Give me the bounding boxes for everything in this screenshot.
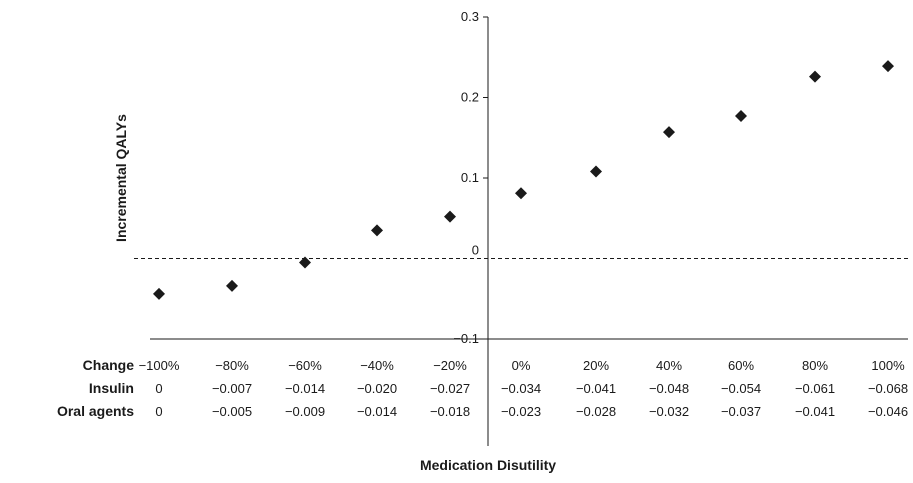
data-table: Change −100% −80% −60% −40% −20% 0% 20% 40% 60% 80… bbox=[57, 357, 908, 419]
data-point bbox=[371, 224, 383, 237]
table-cell: −0.041 bbox=[795, 404, 835, 419]
table-cell: −20% bbox=[433, 358, 467, 373]
table-cell: −0.018 bbox=[430, 404, 470, 419]
table-cell: −0.005 bbox=[212, 404, 252, 419]
x-axis-title: Medication Disutility bbox=[420, 457, 556, 473]
table-cell: −0.061 bbox=[795, 381, 835, 396]
table-cell: −0.037 bbox=[721, 404, 761, 419]
data-point bbox=[882, 60, 894, 73]
data-point bbox=[735, 110, 747, 123]
table-row-label: Change bbox=[83, 357, 135, 373]
table-cell: −0.046 bbox=[868, 404, 908, 419]
table-cell: 40% bbox=[656, 358, 682, 373]
table-cell: −0.023 bbox=[501, 404, 541, 419]
table-cell: 80% bbox=[802, 358, 828, 373]
y-tick-label: 0 bbox=[472, 243, 479, 258]
table-cell: −0.054 bbox=[721, 381, 761, 396]
data-points bbox=[153, 60, 894, 300]
table-cell: −0.020 bbox=[357, 381, 397, 396]
table-cell: −0.014 bbox=[285, 381, 325, 396]
data-point bbox=[515, 187, 527, 200]
table-cell: 100% bbox=[871, 358, 905, 373]
axes: 0.3 0.2 0.1 0 −0.1 bbox=[134, 9, 908, 446]
table-cell: −0.007 bbox=[212, 381, 252, 396]
table-cell: 60% bbox=[728, 358, 754, 373]
table-cell: −100% bbox=[139, 358, 180, 373]
y-tick-label: −0.1 bbox=[453, 331, 479, 346]
table-row-label: Insulin bbox=[89, 380, 134, 396]
table-row-label: Oral agents bbox=[57, 403, 134, 419]
data-point bbox=[809, 70, 821, 83]
y-tick-label: 0.2 bbox=[461, 90, 479, 105]
y-axis-title: Incremental QALYs bbox=[113, 114, 129, 242]
data-point bbox=[663, 126, 675, 139]
table-cell: −60% bbox=[288, 358, 322, 373]
data-point bbox=[444, 210, 456, 223]
table-cell: 20% bbox=[583, 358, 609, 373]
data-point bbox=[226, 279, 238, 292]
table-cell: 0 bbox=[155, 381, 162, 396]
data-point bbox=[590, 165, 602, 178]
table-cell: 0 bbox=[155, 404, 162, 419]
table-cell: 0% bbox=[512, 358, 531, 373]
data-point bbox=[299, 256, 311, 269]
table-cell: −0.009 bbox=[285, 404, 325, 419]
table-cell: −40% bbox=[360, 358, 394, 373]
table-cell: −0.048 bbox=[649, 381, 689, 396]
table-cell: −80% bbox=[215, 358, 249, 373]
table-cell: −0.032 bbox=[649, 404, 689, 419]
y-tick-label: 0.1 bbox=[461, 170, 479, 185]
table-cell: −0.028 bbox=[576, 404, 616, 419]
table-cell: −0.014 bbox=[357, 404, 397, 419]
table-cell: −0.027 bbox=[430, 381, 470, 396]
table-cell: −0.041 bbox=[576, 381, 616, 396]
y-tick-label: 0.3 bbox=[461, 9, 479, 24]
table-cell: −0.034 bbox=[501, 381, 541, 396]
data-point bbox=[153, 287, 165, 300]
table-cell: −0.068 bbox=[868, 381, 908, 396]
